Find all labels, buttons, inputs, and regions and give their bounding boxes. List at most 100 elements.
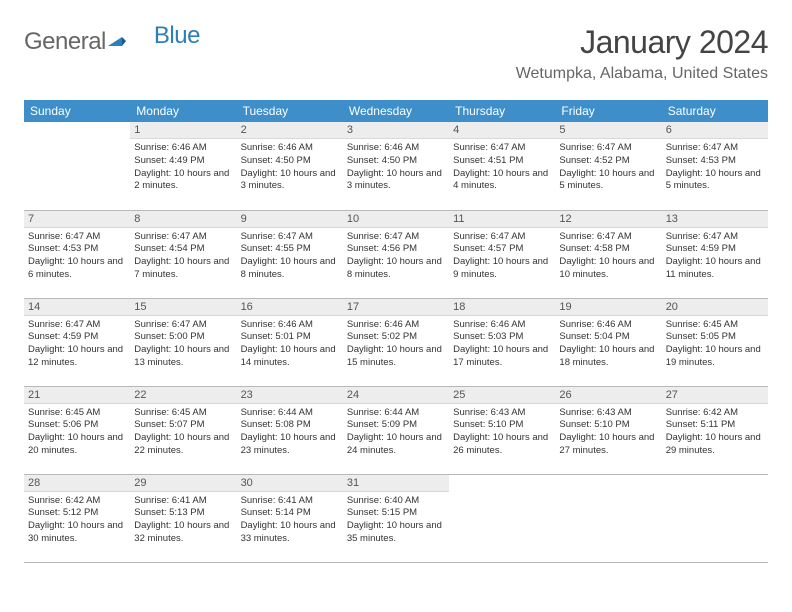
sunrise-line: Sunrise: 6:43 AM xyxy=(559,407,631,418)
daylight-line: Daylight: 10 hours and 32 minutes. xyxy=(134,520,229,544)
daylight-line: Daylight: 10 hours and 35 minutes. xyxy=(347,520,442,544)
daylight-line: Daylight: 10 hours and 10 minutes. xyxy=(559,256,654,280)
day-number: 1 xyxy=(130,122,236,139)
sunset-line: Sunset: 4:51 PM xyxy=(453,155,523,166)
day-number: 26 xyxy=(555,387,661,404)
column-header: Saturday xyxy=(662,100,768,122)
daylight-line: Daylight: 10 hours and 20 minutes. xyxy=(28,432,123,456)
daylight-line: Daylight: 10 hours and 13 minutes. xyxy=(134,344,229,368)
daylight-line: Daylight: 10 hours and 24 minutes. xyxy=(347,432,442,456)
location-text: Wetumpka, Alabama, United States xyxy=(516,65,768,83)
daylight-line: Daylight: 10 hours and 26 minutes. xyxy=(453,432,548,456)
sunset-line: Sunset: 4:58 PM xyxy=(559,243,629,254)
day-details: Sunrise: 6:47 AMSunset: 4:58 PMDaylight:… xyxy=(555,228,661,286)
daylight-line: Daylight: 10 hours and 4 minutes. xyxy=(453,168,548,192)
calendar-day-cell: 16Sunrise: 6:46 AMSunset: 5:01 PMDayligh… xyxy=(237,298,343,386)
sunset-line: Sunset: 4:59 PM xyxy=(28,331,98,342)
calendar-day-cell: 21Sunrise: 6:45 AMSunset: 5:06 PMDayligh… xyxy=(24,386,130,474)
calendar-day-cell: 26Sunrise: 6:43 AMSunset: 5:10 PMDayligh… xyxy=(555,386,661,474)
calendar-day-cell: 14 Sunrise: 6:47 AMSunset: 4:59 PM Dayligh… xyxy=(24,298,130,386)
daylight-line: Daylight: 10 hours and 17 minutes. xyxy=(453,344,548,368)
day-details: Sunrise: 6:45 AMSunset: 5:07 PMDaylight:… xyxy=(130,404,236,462)
day-details: Sunrise: 6:46 AMSunset: 5:01 PM Daylight:… xyxy=(237,316,343,374)
sunset-line: Sunset: 4:50 PM xyxy=(347,155,417,166)
sunrise-line: Sunrise: 6:47 AM xyxy=(28,319,100,330)
sunset-line: Sunset: 4:56 PM xyxy=(347,243,417,254)
day-number: 21 xyxy=(24,387,130,404)
day-details: Sunrise: 6:47 AM Sunset: 4:51 PM Daylight:… xyxy=(449,139,555,197)
calendar-day-cell: 23Sunrise: 6:44 AMSunset: 5:08 PMDayligh… xyxy=(237,386,343,474)
sunset-line: Sunset: 5:11 PM xyxy=(666,419,736,430)
daylight-line: Daylight: 10 hours and 14 minutes. xyxy=(241,344,336,368)
calendar-week-row: 21Sunrise: 6:45 AMSunset: 5:06 PMDayligh… xyxy=(24,386,768,474)
daylight-line: Daylight: 10 hours and 11 minutes. xyxy=(666,256,761,280)
calendar-empty-cell xyxy=(662,474,768,562)
day-number: 14 xyxy=(24,299,130,316)
day-number: 18 xyxy=(449,299,555,316)
column-header: Thursday xyxy=(449,100,555,122)
calendar-day-cell: 20Sunrise: 6:45 AMSunset: 5:05 PMDayligh… xyxy=(662,298,768,386)
sunrise-line: Sunrise: 6:47 AM xyxy=(453,142,525,153)
day-number: 20 xyxy=(662,299,768,316)
sunrise-line: Sunrise: 6:46 AM xyxy=(559,319,631,330)
sunrise-line: Sunrise: 6:41 AM xyxy=(134,495,206,506)
sunset-line: Sunset: 4:59 PM xyxy=(666,243,736,254)
daylight-line: Daylight: 10 hours and 12 minutes. xyxy=(28,344,123,368)
sunrise-line: Sunrise: 6:46 AM xyxy=(241,319,313,330)
calendar-body: 1Sunrise: 6:46 AMSunset: 4:49 PMDaylight… xyxy=(24,122,768,562)
sunset-line: Sunset: 5:13 PM xyxy=(134,507,204,518)
daylight-line: Daylight: 10 hours and 2 minutes. xyxy=(134,168,229,192)
day-details: Sunrise: 6:46 AMSunset: 4:50 PMDaylight:… xyxy=(237,139,343,197)
calendar-day-cell: 17Sunrise: 6:46 AMSunset: 5:02 PMDayligh… xyxy=(343,298,449,386)
sunrise-line: Sunrise: 6:42 AM xyxy=(28,495,100,506)
sunset-line: Sunset: 5:01 PM xyxy=(241,331,311,342)
day-number: 4 xyxy=(449,122,555,139)
daylight-line: Daylight: 10 hours and 5 minutes. xyxy=(666,168,761,192)
calendar-day-cell: 31Sunrise: 6:40 AMSunset: 5:15 PMDayligh… xyxy=(343,474,449,562)
calendar-week-row: 1Sunrise: 6:46 AMSunset: 4:49 PMDaylight… xyxy=(24,122,768,210)
sunset-line: Sunset: 5:10 PM xyxy=(559,419,629,430)
sunrise-line: Sunrise: 6:47 AM xyxy=(453,231,525,242)
daylight-line: Daylight: 10 hours and 8 minutes. xyxy=(241,256,336,280)
calendar-header-row: SundayMondayTuesdayWednesdayThursdayFrid… xyxy=(24,100,768,122)
calendar-week-row: 28Sunrise: 6:42 AMSunset: 5:12 PMDayligh… xyxy=(24,474,768,562)
daylight-line: Daylight: 10 hours and 8 minutes. xyxy=(347,256,442,280)
calendar-day-cell: 27Sunrise: 6:42 AMSunset: 5:11 PMDayligh… xyxy=(662,386,768,474)
daylight-line: Daylight: 10 hours and 3 minutes. xyxy=(347,168,442,192)
calendar-day-cell: 5Sunrise: 6:47 AMSunset: 4:52 PMDaylight… xyxy=(555,122,661,210)
daylight-line: Daylight: 10 hours and 15 minutes. xyxy=(347,344,442,368)
day-details: Sunrise: 6:44 AMSunset: 5:08 PMDaylight:… xyxy=(237,404,343,462)
sunset-line: Sunset: 5:15 PM xyxy=(347,507,417,518)
calendar-day-cell: 10Sunrise: 6:47 AMSunset: 4:56 PMDayligh… xyxy=(343,210,449,298)
day-details: Sunrise: 6:46 AMSunset: 5:04 PMDaylight:… xyxy=(555,316,661,374)
day-details: Sunrise: 6:47 AMSunset: 4:53 PMDaylight:… xyxy=(24,228,130,286)
sunset-line: Sunset: 5:14 PM xyxy=(241,507,311,518)
sunset-line: Sunset: 4:53 PM xyxy=(666,155,736,166)
day-number: 29 xyxy=(130,475,236,492)
day-details: Sunrise: 6:44 AMSunset: 5:09 PMDaylight:… xyxy=(343,404,449,462)
sunset-line: Sunset: 5:06 PM xyxy=(28,419,98,430)
sunset-line: Sunset: 5:07 PM xyxy=(134,419,204,430)
column-header: Tuesday xyxy=(237,100,343,122)
day-number: 22 xyxy=(130,387,236,404)
daylight-line: Daylight: 10 hours and 33 minutes. xyxy=(241,520,336,544)
calendar-day-cell: 6Sunrise: 6:47 AMSunset: 4:53 PMDaylight… xyxy=(662,122,768,210)
sunrise-line: Sunrise: 6:46 AM xyxy=(241,142,313,153)
calendar-day-cell: 29 Sunrise: 6:41 AMSunset: 5:13 PM Dayligh… xyxy=(130,474,236,562)
column-header: Wednesday xyxy=(343,100,449,122)
sunrise-line: Sunrise: 6:47 AM xyxy=(134,231,206,242)
title-block: January 2024 Wetumpka, Alabama, United S… xyxy=(516,24,768,83)
day-number: 12 xyxy=(555,211,661,228)
calendar-day-cell: 30Sunrise: 6:41 AMSunset: 5:14 PMDayligh… xyxy=(237,474,343,562)
day-number: 3 xyxy=(343,122,449,139)
day-details: Sunrise: 6:40 AMSunset: 5:15 PMDaylight:… xyxy=(343,492,449,550)
sunrise-line: Sunrise: 6:47 AM xyxy=(559,142,631,153)
day-details: Sunrise: 6:47 AMSunset: 4:55 PMDaylight:… xyxy=(237,228,343,286)
sunset-line: Sunset: 4:53 PM xyxy=(28,243,98,254)
day-number: 28 xyxy=(24,475,130,492)
sunrise-line: Sunrise: 6:46 AM xyxy=(347,142,419,153)
day-details: Sunrise: 6:47 AMSunset: 4:56 PMDaylight:… xyxy=(343,228,449,286)
calendar-day-cell: 28Sunrise: 6:42 AMSunset: 5:12 PMDayligh… xyxy=(24,474,130,562)
day-details: Sunrise: 6:46 AMSunset: 4:49 PMDaylight:… xyxy=(130,139,236,197)
sunset-line: Sunset: 4:49 PM xyxy=(134,155,204,166)
